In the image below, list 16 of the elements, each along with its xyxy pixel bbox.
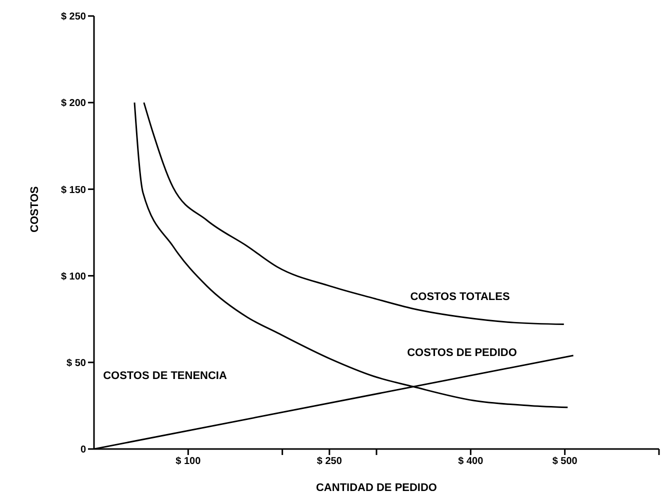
x-axis-title: CANTIDAD DE PEDIDO	[316, 482, 438, 494]
y-axis-title: COSTOS	[28, 186, 41, 232]
annotation: COSTOS DE PEDIDO	[407, 347, 518, 359]
y-tick-label: $ 50	[66, 358, 86, 369]
x-tick-label: $ 100	[176, 456, 202, 468]
x-tick-label: $ 500	[552, 456, 578, 468]
y-tick-label: 0	[80, 444, 86, 456]
annotation: COSTOS DE TENENCIA	[103, 370, 227, 382]
x-tick-label: $ 250	[316, 456, 342, 468]
y-tick-label: $ 200	[60, 98, 86, 110]
annotation: COSTOS TOTALES	[410, 291, 510, 303]
y-tick-label: $ 150	[60, 184, 86, 196]
x-tick-label: $ 400	[458, 456, 484, 468]
y-tick-label: $ 250	[60, 12, 86, 23]
y-tick-label: $ 100	[60, 271, 86, 282]
line-series	[143, 102, 565, 326]
